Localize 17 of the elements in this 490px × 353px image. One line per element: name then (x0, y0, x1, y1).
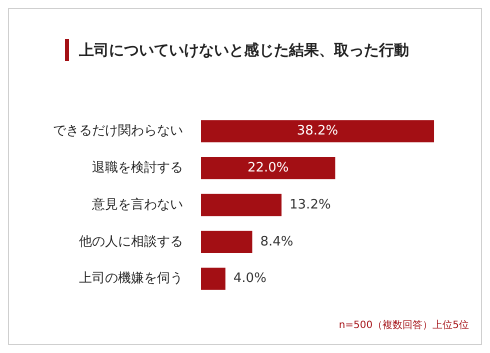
y-tick-label: 意見を言わない (91, 196, 183, 212)
bar (201, 268, 226, 290)
data-label: 13.2% (290, 197, 331, 212)
y-tick-label: 他の人に相談する (79, 234, 183, 250)
data-label: 8.4% (260, 234, 294, 250)
data-label: 4.0% (233, 271, 266, 286)
y-tick-label: 上司の機嫌を伺う (79, 271, 183, 286)
bar (201, 194, 282, 216)
bar (201, 157, 336, 180)
bar (201, 230, 252, 253)
chart-title: 上司についていけないと感じた結果、取った行動 (79, 40, 409, 60)
y-tick-label: できるだけ関わらない (53, 124, 183, 139)
data-label: 38.2% (296, 124, 338, 139)
y-tick-label: 退職を検討する (92, 160, 183, 176)
bar (201, 120, 434, 142)
text: n=500（複数回答）上位5位 (338, 318, 469, 332)
data-label: 22.0% (247, 160, 289, 176)
